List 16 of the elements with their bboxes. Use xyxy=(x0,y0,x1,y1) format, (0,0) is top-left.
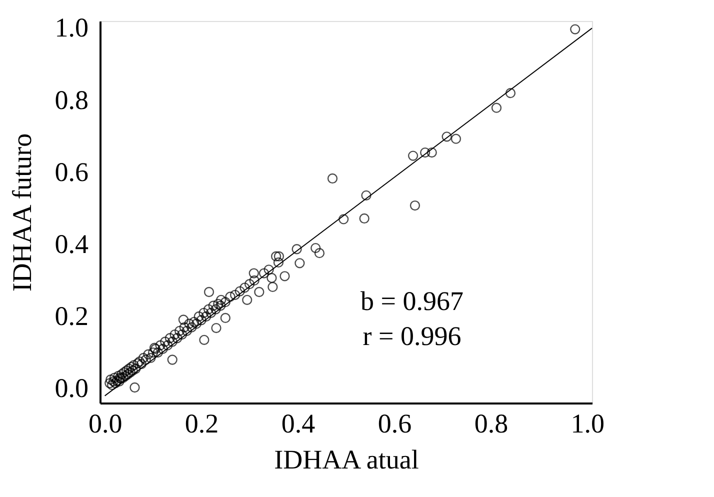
y-tick-label: 0.8 xyxy=(54,84,88,115)
y-tick-label: 0.0 xyxy=(54,373,88,404)
x-tick-label: 0.0 xyxy=(88,408,122,438)
y-axis-title: IDHAA futuro xyxy=(6,133,37,292)
y-tick-label: 0.4 xyxy=(54,228,89,259)
x-tick-label: 0.6 xyxy=(378,408,412,438)
y-tick-label: 1.0 xyxy=(54,12,88,43)
x-tick-label: 0.8 xyxy=(474,408,508,438)
x-tick-label: 0.4 xyxy=(281,408,316,438)
y-tick-label: 0.2 xyxy=(54,301,88,332)
x-axis-title: IDHAA atual xyxy=(274,444,419,474)
annotation: r = 0.996 xyxy=(362,321,462,351)
y-tick-label: 0.6 xyxy=(54,156,88,187)
x-tick-label: 0.2 xyxy=(184,408,219,438)
annotation: b = 0.967 xyxy=(360,286,464,316)
x-tick-label: 1.0 xyxy=(570,408,605,438)
